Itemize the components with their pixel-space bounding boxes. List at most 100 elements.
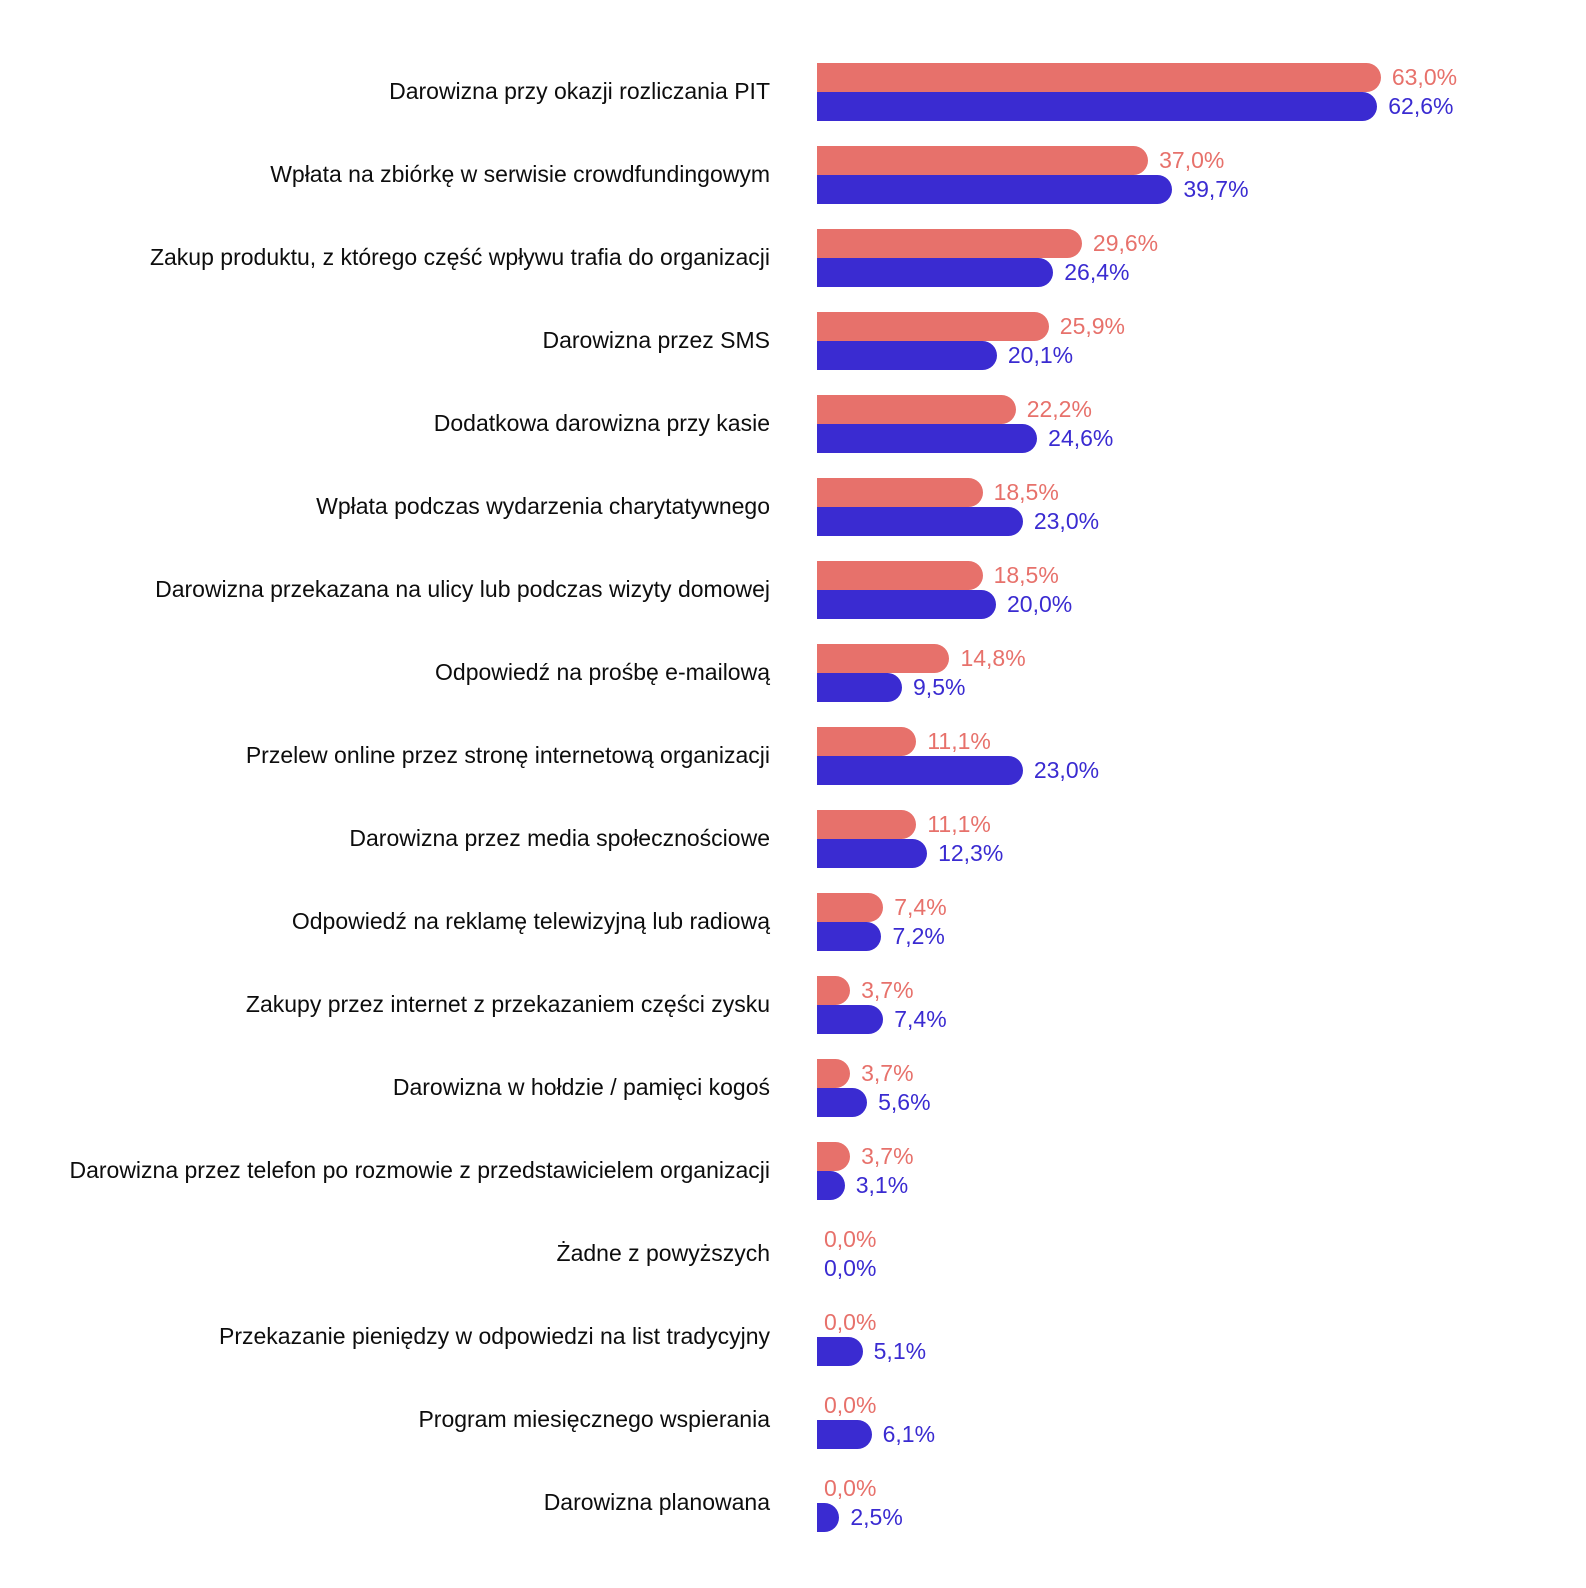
bar-line-red: 7,4% [817, 893, 947, 922]
bar-line-red: 0,0% [817, 1308, 926, 1337]
value-label-red: 0,0% [824, 1309, 877, 1335]
bar-red [817, 810, 917, 839]
category-label: Przekazanie pieniędzy w odpowiedzi na li… [218, 1323, 770, 1350]
chart-row: Darowizna przez media społecznościowe 11,… [0, 810, 1457, 868]
value-label-blue: 3,1% [855, 1172, 909, 1198]
bar-line-red: 11,1% [817, 727, 1099, 756]
value-label-blue: 12,3% [938, 840, 1004, 866]
bar-red [817, 893, 884, 922]
chart-row: Przekazanie pieniędzy w odpowiedzi na li… [0, 1308, 1457, 1366]
category-label: Darowizna planowana [543, 1489, 770, 1516]
bar-blue [817, 839, 928, 868]
bar-line-red: 18,5% [817, 561, 1072, 590]
bar-group: 0,0% 0,0% [817, 1225, 876, 1283]
value-label-blue: 0,0% [824, 1255, 877, 1281]
bar-blue [817, 673, 903, 702]
bar-line-red: 3,7% [817, 1142, 914, 1171]
category-label: Odpowiedź na prośbę e-mailową [435, 659, 770, 686]
bar-group: 22,2% 24,6% [817, 395, 1113, 453]
bar-red [817, 727, 917, 756]
value-label-red: 25,9% [1059, 313, 1126, 339]
bar-blue [817, 341, 997, 370]
bar-blue [817, 175, 1173, 204]
bar-line-blue: 5,6% [817, 1088, 931, 1117]
bar-blue [817, 424, 1038, 453]
value-label-blue: 20,0% [1007, 591, 1073, 617]
category-label: Zakupy przez internet z przekazaniem czę… [245, 991, 770, 1018]
bar-line-blue: 23,0% [817, 507, 1099, 536]
bar-line-blue: 20,1% [817, 341, 1125, 370]
chart-row: Zakup produktu, z którego część wpływu t… [0, 229, 1457, 287]
value-label-blue: 23,0% [1033, 508, 1100, 534]
value-label-blue: 24,6% [1048, 425, 1114, 451]
bar-red [817, 644, 950, 673]
category-label: Darowizna przy okazji rozliczania PIT [389, 78, 770, 105]
bar-group: 18,5% 20,0% [817, 561, 1072, 619]
value-label-blue: 5,6% [878, 1089, 931, 1115]
bar-line-blue: 20,0% [817, 590, 1072, 619]
bar-line-red: 14,8% [817, 644, 1026, 673]
value-label-red: 0,0% [824, 1226, 877, 1252]
bar-blue [817, 756, 1023, 785]
bar-group: 25,9% 20,1% [817, 312, 1125, 370]
bar-line-red: 22,2% [817, 395, 1113, 424]
bar-red [817, 478, 983, 507]
value-label-red: 7,4% [894, 894, 947, 920]
bar-line-blue: 26,4% [817, 258, 1158, 287]
chart-row: Darowizna w hołdzie / pamięci kogoś 3,7% 5… [0, 1059, 1457, 1117]
chart-row: Darowizna przez SMS 25,9% 20,1% [0, 312, 1457, 370]
bar-line-red: 29,6% [817, 229, 1158, 258]
bar-line-red: 3,7% [817, 1059, 931, 1088]
value-label-red: 3,7% [861, 1143, 914, 1169]
category-label: Darowizna w hołdzie / pamięci kogoś [392, 1074, 770, 1101]
value-label-blue: 20,1% [1007, 342, 1074, 368]
bar-line-red: 18,5% [817, 478, 1099, 507]
value-label-blue: 6,1% [882, 1421, 936, 1447]
chart-row: Przelew online przez stronę internetową … [0, 727, 1457, 785]
bar-blue [817, 1503, 840, 1532]
bar-line-blue: 2,5% [817, 1503, 903, 1532]
bar-line-red: 0,0% [817, 1391, 935, 1420]
bar-blue [817, 922, 882, 951]
bar-group: 63,0% 62,6% [817, 63, 1457, 121]
value-label-blue: 9,5% [913, 674, 966, 700]
category-label: Zakup produktu, z którego część wpływu t… [149, 244, 770, 271]
bar-line-blue: 6,1% [817, 1420, 935, 1449]
chart-row: Wpłata na zbiórkę w serwisie crowdfundin… [0, 146, 1457, 204]
bar-line-blue: 12,3% [817, 839, 1003, 868]
chart-row: Darowizna planowana 0,0% 2,5% [0, 1474, 1457, 1532]
bar-group: 3,7% 5,6% [817, 1059, 931, 1117]
bar-line-blue: 39,7% [817, 175, 1249, 204]
bar-blue [817, 258, 1054, 287]
category-label: Wpłata podczas wydarzenia charytatywnego [316, 493, 770, 520]
bar-blue [817, 590, 996, 619]
bar-blue [817, 1171, 845, 1200]
value-label-red: 14,8% [960, 645, 1026, 671]
bar-group: 0,0% 2,5% [817, 1474, 903, 1532]
bar-red [817, 146, 1149, 175]
bar-red [817, 312, 1049, 341]
value-label-blue: 26,4% [1064, 259, 1130, 285]
bar-group: 11,1% 12,3% [817, 810, 1003, 868]
bar-red [817, 561, 983, 590]
bar-group: 0,0% 5,1% [817, 1308, 926, 1366]
bar-red [817, 1059, 851, 1088]
category-label: Żadne z powyższych [556, 1240, 770, 1267]
bar-line-red: 0,0% [817, 1474, 903, 1503]
category-label: Darowizna przekazana na ulicy lub podcza… [155, 576, 770, 603]
category-label: Program miesięcznego wspierania [418, 1406, 770, 1433]
bar-red [817, 395, 1016, 424]
value-label-red: 3,7% [861, 1060, 914, 1086]
value-label-red: 18,5% [993, 562, 1059, 588]
bar-line-blue: 5,1% [817, 1337, 926, 1366]
bar-red [817, 63, 1381, 92]
bar-line-red: 11,1% [817, 810, 1003, 839]
bar-line-red: 37,0% [817, 146, 1249, 175]
value-label-red: 18,5% [993, 479, 1059, 505]
bar-group: 37,0% 39,7% [817, 146, 1249, 204]
bar-blue [817, 507, 1023, 536]
bar-group: 7,4% 7,2% [817, 893, 947, 951]
category-label: Darowizna przez media społecznościowe [349, 825, 770, 852]
value-label-blue: 7,2% [892, 923, 945, 949]
